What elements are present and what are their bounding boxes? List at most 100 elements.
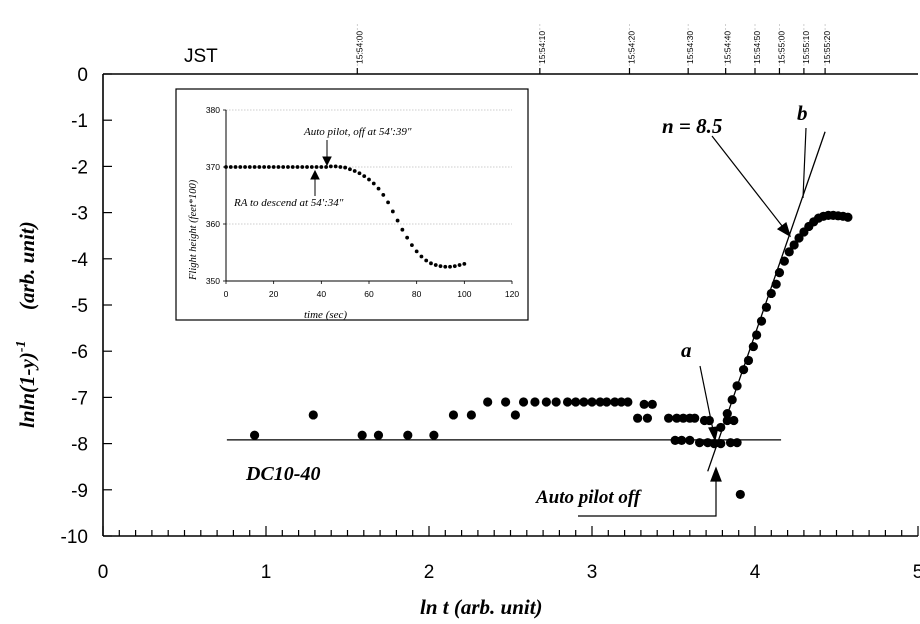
inset-data-point: [295, 165, 300, 169]
y-axis-title-main: lnln(1-y): [15, 352, 39, 428]
inset-data-point: [262, 165, 267, 169]
time-tick-label: 15:55:10: [801, 31, 811, 64]
main-data-points: [249, 210, 853, 500]
inset-y-axis-title-group: Flight height (feet*100): [188, 179, 199, 281]
data-point: [735, 489, 745, 500]
inset-data-point: [243, 165, 247, 169]
y-tick-label: -9: [71, 481, 88, 502]
data-point: [690, 413, 700, 423]
data-point: [677, 435, 687, 445]
time-tick-label: 15:54:50: [752, 31, 762, 64]
inset-gridlines: [226, 109, 512, 225]
annotation-arrows: [578, 127, 807, 517]
inset-data-point: [400, 227, 405, 232]
inset-data-point: [328, 164, 333, 169]
data-point: [784, 247, 794, 257]
data-point: [716, 439, 726, 449]
inset-data-point: [462, 262, 467, 266]
y-tick-label: -3: [71, 204, 88, 225]
data-point: [541, 397, 551, 407]
time-tick-label: 15:54:30: [685, 31, 695, 64]
data-point: [678, 413, 688, 423]
y-axis-title-group: lnln(1-y)-1 (arb. unit): [14, 221, 39, 428]
inset-arrow-top-head: [322, 156, 332, 167]
data-point: [595, 397, 605, 407]
y-tick-label: -2: [71, 157, 88, 178]
inset-arrows: [310, 140, 332, 196]
data-point: [664, 413, 674, 423]
inset-data-point: [457, 263, 462, 267]
data-point: [510, 410, 520, 420]
y-tick-label: -6: [71, 342, 88, 363]
x-axis-title: ln t (arb. unit): [420, 595, 543, 619]
data-point: [518, 397, 529, 407]
inset-data-point: [338, 165, 343, 169]
inset-data-point: [324, 165, 328, 169]
inset-data-point: [448, 264, 452, 269]
inset-chart: 0 20 40 60 80 100 120 350 360 370 380 time (sec) F…: [175, 88, 529, 321]
n-value-label: n = 8.5: [662, 114, 722, 138]
data-point: [357, 430, 367, 440]
inset-annotation-top: Auto pilot, off at 54':39": [303, 126, 412, 138]
data-point: [571, 397, 581, 407]
inset-data-point: [348, 167, 352, 172]
data-point: [756, 316, 767, 326]
event-arrow-head: [710, 466, 722, 482]
data-point: [738, 365, 749, 375]
inset-y-tick-label: 370: [206, 162, 220, 172]
inset-data-point: [314, 165, 319, 169]
data-point: [704, 415, 714, 426]
inset-data-point: [362, 174, 367, 179]
inset-data-point: [419, 254, 424, 259]
inset-data-point: [286, 165, 290, 169]
inset-x-axis-title: time (sec): [304, 309, 347, 321]
inset-data-point: [228, 165, 233, 169]
inset-data-point: [376, 186, 381, 191]
inset-data-point: [367, 177, 371, 182]
inset-data-point: [386, 200, 390, 205]
time-tick-label: 15:54:40: [723, 31, 733, 64]
y-axis-title-sup: -1: [14, 341, 29, 353]
inset-data-point: [433, 263, 438, 267]
inset-data-point: [305, 165, 309, 169]
data-point: [732, 381, 742, 391]
inset-annotation-bottom: RA to descend at 54':34": [233, 197, 344, 209]
y-axis-title: lnln(1-y)-1: [14, 341, 39, 429]
inset-x-tick-label: 0: [224, 289, 229, 299]
inset-data-point: [224, 165, 228, 169]
y-tick-label: -10: [61, 527, 88, 548]
inset-x-tick-label: 40: [317, 289, 327, 299]
y-tick-label: -5: [71, 296, 88, 317]
inset-y-tick-label: 360: [206, 219, 220, 229]
inset-data-point: [381, 193, 386, 197]
data-point: [743, 355, 754, 366]
time-tick-label: 15:55:20: [822, 31, 832, 64]
data-point: [562, 397, 573, 407]
data-point: [789, 240, 799, 250]
inset-data-point: [405, 235, 410, 240]
time-gridlines: [356, 24, 826, 74]
data-point: [843, 212, 853, 222]
inset-frame: [175, 88, 529, 321]
data-point: [748, 341, 758, 352]
data-point: [501, 397, 511, 407]
y-tick-label: -4: [71, 250, 88, 271]
time-tick-label: 15:54:10: [537, 31, 547, 64]
data-point: [722, 415, 732, 426]
point-a-label: a: [681, 338, 692, 362]
inset-data-point: [452, 264, 457, 269]
data-point: [448, 410, 459, 420]
inset-x-tick-label: 20: [269, 289, 279, 299]
inset-data-point: [233, 165, 238, 169]
inset-data-point: [410, 243, 414, 247]
n-arrow-line: [711, 135, 787, 232]
inset-data-points: [224, 164, 467, 269]
data-point: [616, 397, 626, 407]
data-point: [716, 422, 726, 433]
data-point: [729, 415, 739, 426]
x-tick-label: 5: [913, 562, 920, 583]
data-point: [685, 435, 695, 445]
point-b-label: b: [797, 101, 808, 125]
y-tick-label: -7: [71, 388, 88, 409]
data-point: [779, 256, 789, 266]
